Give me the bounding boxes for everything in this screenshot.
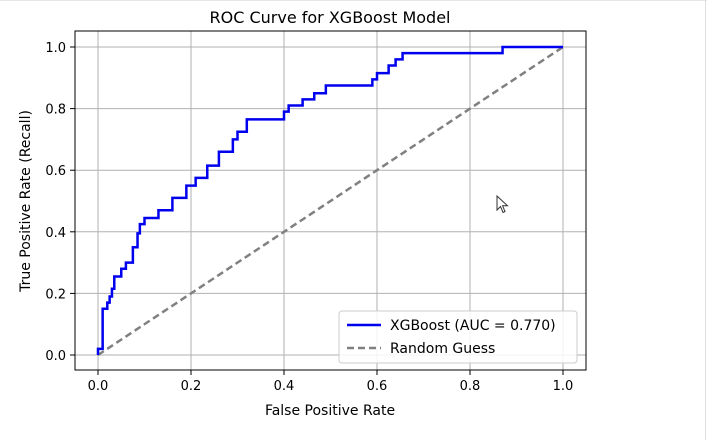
mouse-cursor-icon — [496, 195, 509, 214]
y-tick-label: 0.2 — [45, 287, 66, 302]
chart-title: ROC Curve for XGBoost Model — [210, 8, 451, 27]
cell-top-border — [0, 0, 707, 1]
y-tick-label: 0.0 — [45, 349, 66, 364]
y-tick-label: 0.6 — [45, 164, 66, 179]
ticks: 0.0 0.2 0.4 0.6 0.8 1.0 0.0 0.2 0.4 0.6 0.8 1.0 — [45, 41, 573, 394]
y-tick-label: 1.0 — [45, 41, 66, 56]
x-tick-label: 0.8 — [460, 379, 481, 394]
plot-frame — [74, 30, 587, 371]
x-tick-label: 0.6 — [367, 379, 388, 394]
y-tick-label: 0.8 — [45, 103, 66, 118]
series-layer — [96, 45, 564, 357]
series-line-random-guess — [97, 45, 564, 357]
legend-label-random: Random Guess — [390, 341, 495, 357]
y-tick-label: 0.4 — [45, 226, 66, 241]
x-tick-label: 0.4 — [274, 379, 295, 394]
x-axis-label: False Positive Rate — [265, 403, 395, 419]
x-tick-label: 0.0 — [88, 379, 109, 394]
legend: XGBoost (AUC = 0.770) Random Guess — [338, 310, 578, 364]
series-line-xgboost — [96, 45, 563, 355]
x-tick-label: 1.0 — [553, 379, 574, 394]
scrollbar-edge[interactable] — [705, 0, 706, 440]
y-axis-label: True Positive Rate (Recall) — [18, 110, 34, 293]
x-tick-label: 0.2 — [181, 379, 202, 394]
legend-box — [338, 310, 578, 364]
legend-label-xgboost: XGBoost (AUC = 0.770) — [390, 318, 556, 334]
